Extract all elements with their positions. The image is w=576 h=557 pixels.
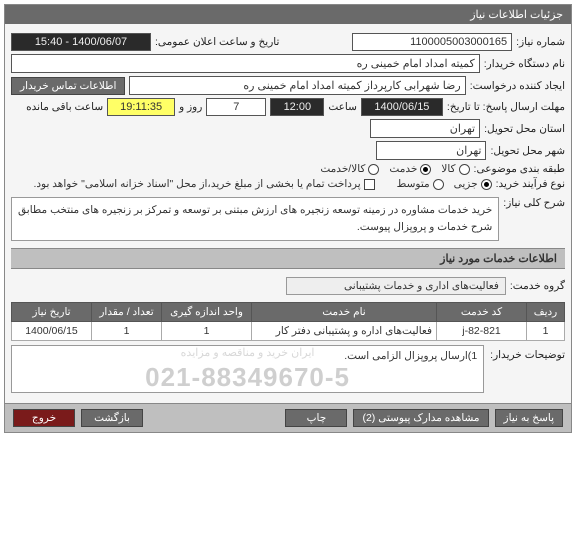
radio-both[interactable]: کالا/خدمت [320, 163, 379, 175]
th-row: ردیف [527, 302, 565, 321]
label-public-dt: تاریخ و ساعت اعلان عمومی: [155, 36, 279, 48]
table-row: 1 j-82-821 فعالیت‌های اداره و پشتیبانی د… [12, 321, 565, 340]
time-left-field: 19:11:35 [107, 98, 175, 116]
radio-service[interactable]: خدمت [389, 163, 431, 175]
process-type-group: جزیی متوسط [397, 178, 492, 190]
radio-goods[interactable]: کالا [441, 163, 469, 175]
return-button[interactable]: بازگشت [81, 409, 143, 427]
radio-label-service: خدمت [389, 163, 417, 175]
label-deadline: مهلت ارسال پاسخ: تا تاریخ: [447, 101, 565, 113]
exit-button[interactable]: خروج [13, 409, 75, 427]
label-city: شهر محل تحویل: [490, 145, 565, 157]
label-buyer-notes: توضیحات خریدار: [490, 345, 565, 361]
th-qty: تعداد / مقدار [92, 302, 162, 321]
services-table: ردیف کد خدمت نام خدمت واحد اندازه گیری ت… [11, 302, 565, 341]
payment-note-group: پرداخت تمام یا بخشی از مبلغ خرید،از محل … [33, 178, 374, 190]
need-details-panel: جزئیات اطلاعات نیاز شماره نیاز: 11000050… [4, 4, 572, 433]
buyer-note-text: 1)ارسال پروپزال الزامی است. [344, 350, 477, 362]
label-overall-desc: شرح کلی نیاز: [503, 193, 565, 209]
service-group-field: فعالیت‌های اداری و خدمات پشتیبانی [286, 277, 506, 295]
th-date: تاریخ نیاز [12, 302, 92, 321]
radio-label-medium: متوسط [397, 178, 430, 190]
footer-bar: پاسخ به نیاز مشاهده مدارک پیوستی (2) چاپ… [5, 403, 571, 432]
table-header-row: ردیف کد خدمت نام خدمت واحد اندازه گیری ت… [12, 302, 565, 321]
services-section-title: اطلاعات خدمات مورد نیاز [11, 248, 565, 269]
days-left-field: 7 [206, 98, 266, 116]
td-name: فعالیت‌های اداره و پشتیبانی دفتر کار [252, 321, 437, 340]
td-row: 1 [527, 321, 565, 340]
contact-info-button[interactable]: اطلاعات تماس خریدار [11, 77, 125, 95]
label-need-no: شماره نیاز: [516, 36, 565, 48]
label-buyer-org: نام دستگاه خریدار: [484, 58, 565, 70]
label-remaining: ساعت باقی مانده [26, 101, 103, 113]
need-no-field: 1100005003000165 [352, 33, 512, 51]
requester-field: رضا شهرابی کارپرداز کمیته امداد امام خمی… [129, 76, 465, 95]
radio-medium[interactable]: متوسط [397, 178, 444, 190]
attachments-button[interactable]: مشاهده مدارک پیوستی (2) [353, 409, 488, 427]
deadline-time-field: 12:00 [270, 98, 324, 116]
subject-class-group: کالا خدمت کالا/خدمت [320, 163, 469, 175]
th-code: کد خدمت [437, 302, 527, 321]
th-name: نام خدمت [252, 302, 437, 321]
radio-dot-small [481, 179, 492, 190]
public-dt-field: 1400/06/07 - 15:40 [11, 33, 151, 51]
radio-label-both: کالا/خدمت [320, 163, 365, 175]
deadline-date-field: 1400/06/15 [361, 98, 443, 116]
radio-dot-medium [433, 179, 444, 190]
radio-label-goods: کالا [441, 163, 455, 175]
label-process-type: نوع فرآیند خرید: [496, 178, 565, 190]
label-day-and: روز و [179, 101, 202, 113]
city-field: تهران [376, 141, 486, 160]
label-province: استان محل تحویل: [484, 123, 565, 135]
radio-label-small: جزیی [454, 178, 478, 190]
label-requester: ایجاد کننده درخواست: [470, 80, 565, 92]
td-qty: 1 [92, 321, 162, 340]
check-label-payment: پرداخت تمام یا بخشی از مبلغ خرید،از محل … [33, 178, 360, 190]
respond-button[interactable]: پاسخ به نیاز [495, 409, 563, 427]
label-subject-class: طبقه بندی موضوعی: [474, 163, 565, 175]
watermark-number: 021-88349670-5 [12, 362, 483, 393]
province-field: تهران [370, 119, 480, 138]
overall-desc-box: خرید خدمات مشاوره در زمینه توسعه زنجیره … [11, 197, 499, 241]
check-box-payment [364, 179, 375, 190]
radio-dot-both [368, 164, 379, 175]
radio-dot-service [420, 164, 431, 175]
td-date: 1400/06/15 [12, 321, 92, 340]
check-payment[interactable]: پرداخت تمام یا بخشی از مبلغ خرید،از محل … [33, 178, 374, 190]
radio-small[interactable]: جزیی [454, 178, 492, 190]
buyer-org-field: کمیته امداد امام خمینی ره [11, 54, 480, 73]
td-code: j-82-821 [437, 321, 527, 340]
label-service-group: گروه خدمت: [510, 280, 565, 292]
label-hour-1: ساعت [328, 101, 357, 113]
buyer-notes-box: 1)ارسال پروپزال الزامی است. ایران خرید و… [11, 345, 484, 393]
print-button[interactable]: چاپ [285, 409, 347, 427]
panel-title: جزئیات اطلاعات نیاز [5, 5, 571, 24]
radio-dot-goods [459, 164, 470, 175]
th-unit: واحد اندازه گیری [162, 302, 252, 321]
td-unit: 1 [162, 321, 252, 340]
